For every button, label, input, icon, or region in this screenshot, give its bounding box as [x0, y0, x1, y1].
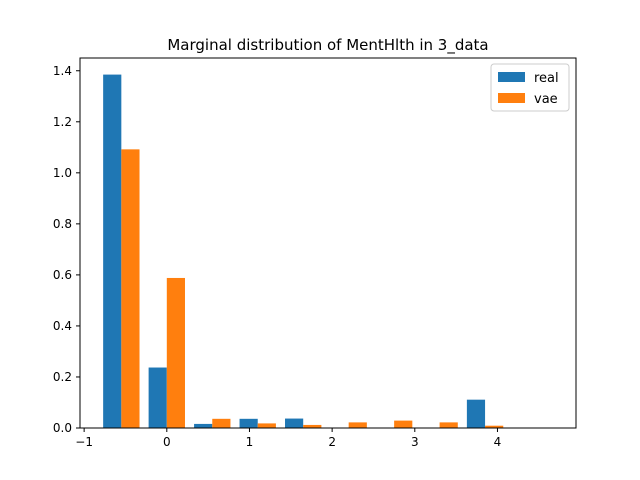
bar-real-1: [148, 367, 167, 428]
y-axis: 0.0 0.2 0.4 0.6 0.8 1.0 1.2 1.4: [53, 64, 80, 435]
bar-real-8: [466, 399, 486, 428]
bar-real-3: [239, 418, 258, 428]
x-tick-label: 3: [411, 435, 419, 449]
x-tick-label: 0: [163, 435, 171, 449]
legend: real vae: [490, 63, 570, 112]
y-tick-label: 0.2: [53, 370, 72, 384]
bar-vae-8: [485, 425, 504, 428]
y-tick-label: 1.2: [53, 115, 72, 129]
bars-layer: [103, 74, 504, 428]
x-tick-label: −1: [75, 435, 93, 449]
legend-label-vae: vae: [534, 92, 558, 107]
x-tick-label: 2: [328, 435, 336, 449]
y-tick-label: 1.0: [53, 166, 72, 180]
y-tick-label: 1.4: [53, 64, 72, 78]
x-tick-label: 4: [494, 435, 502, 449]
legend-swatch-vae: [498, 93, 525, 103]
bar-vae-2: [212, 418, 231, 428]
legend-swatch-real: [498, 72, 525, 82]
bar-real-4: [285, 418, 304, 428]
bar-vae-4: [303, 424, 322, 428]
bar-vae-3: [257, 423, 276, 428]
bar-vae-5: [348, 422, 367, 428]
legend-label-real: real: [534, 71, 559, 86]
chart-title: Marginal distribution of MentHlth in 3_d…: [167, 36, 488, 55]
bar-vae-0: [121, 149, 140, 428]
y-tick-label: 0.6: [53, 268, 72, 282]
bar-vae-1: [166, 277, 185, 428]
bar-real-0: [103, 74, 122, 428]
bar-real-2: [194, 423, 213, 428]
x-axis: −1 0 1 2 3 4: [75, 428, 501, 449]
plot-frame: [79, 57, 577, 429]
y-tick-label: 0.0: [53, 421, 72, 435]
y-tick-label: 0.4: [53, 319, 72, 333]
bar-vae-7: [439, 422, 458, 428]
y-tick-label: 0.8: [53, 217, 72, 231]
x-tick-label: 1: [246, 435, 254, 449]
bar-vae-6: [394, 420, 413, 428]
